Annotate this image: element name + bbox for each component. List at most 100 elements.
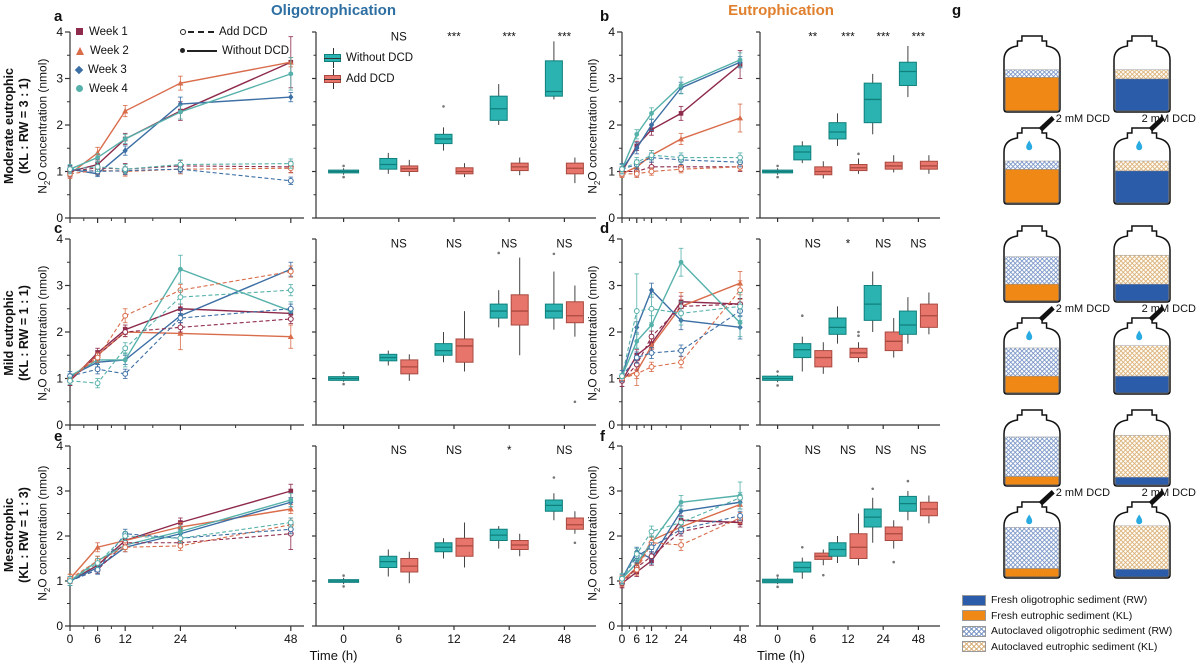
boxplot-legend: Without DCD Add DCD xyxy=(324,48,413,89)
legend-box-add-dcd: Add DCD xyxy=(324,69,413,89)
svg-text:2 mM DCD: 2 mM DCD xyxy=(1056,303,1110,315)
svg-text:3: 3 xyxy=(608,484,615,498)
svg-text:NS: NS xyxy=(446,238,462,250)
legend-autoclaved-eutrophic: Autoclaved eutrophic sediment (KL) xyxy=(962,641,1172,653)
svg-text:NS: NS xyxy=(446,445,462,457)
panel-e-box-plot: 0 6 12 24 48 NS NS * NS xyxy=(308,440,598,652)
fresh-oligotrophic-swatch xyxy=(962,594,986,606)
svg-text:NS: NS xyxy=(391,445,407,457)
svg-text:2: 2 xyxy=(608,529,615,543)
svg-text:2 mM DCD: 2 mM DCD xyxy=(1142,303,1196,315)
bottles-svg: 2 mM DCD 2 mM DCD 2 mM DCD 2 mM DCD 2 mM DCD… xyxy=(1003,35,1196,579)
svg-text:***: *** xyxy=(912,31,926,43)
svg-text:NS: NS xyxy=(875,445,891,457)
c-line-svg: 0 1 2 3 4 xyxy=(56,233,304,432)
svg-text:1: 1 xyxy=(608,574,615,588)
sediment-legend: Fresh oligotrophic sediment (RW) Fresh e… xyxy=(962,594,1172,653)
svg-text:NS: NS xyxy=(501,238,517,250)
panel-e-line-chart: 0 1 2 3 4 0 6 12 24 48 xyxy=(44,440,306,652)
svg-text:1: 1 xyxy=(608,372,615,386)
svg-text:***: *** xyxy=(558,31,572,43)
svg-text:48: 48 xyxy=(284,632,298,646)
svg-text:NS: NS xyxy=(391,238,407,250)
svg-text:48: 48 xyxy=(733,632,747,646)
autoclaved-eutrophic-swatch xyxy=(962,641,986,652)
panel-letter-c: c xyxy=(54,220,63,237)
panel-b-line-chart: 0 1 2 3 4 xyxy=(596,26,751,226)
panel-d-line-chart: 0 1 2 3 4 xyxy=(596,233,751,433)
svg-text:1: 1 xyxy=(56,574,63,588)
svg-text:3: 3 xyxy=(56,484,63,498)
title-oligotrophication: Oligotrophication xyxy=(271,2,396,19)
fresh-eutrophic-swatch xyxy=(962,610,986,621)
b-box-svg: ** *** *** *** xyxy=(756,31,940,222)
svg-text:NS: NS xyxy=(805,445,821,457)
svg-text:***: *** xyxy=(841,31,855,43)
title-eutrophication: Eutrophication xyxy=(728,2,834,19)
legend-fresh-eutrophic: Fresh eutrophic sediment (KL) xyxy=(962,610,1172,622)
row-label-moderate-eutrophic: Moderate eutrophic (KL : RW = 3 : 1) xyxy=(2,68,31,184)
svg-text:4: 4 xyxy=(608,440,615,453)
svg-text:0: 0 xyxy=(340,632,347,646)
svg-text:2 mM DCD: 2 mM DCD xyxy=(1056,487,1110,499)
legend-fresh-oligotrophic: Fresh oligotrophic sediment (RW) xyxy=(962,594,1172,606)
week-legend: Week 1 Week 2 Week 3 Week 4 Add DCD With… xyxy=(74,22,289,98)
svg-text:2: 2 xyxy=(56,118,63,132)
legend-without-dcd: Without DCD xyxy=(180,41,289,60)
panel-letter-g: g xyxy=(952,2,962,19)
legend-add-dcd: Add DCD xyxy=(180,22,289,41)
svg-text:12: 12 xyxy=(447,632,461,646)
svg-text:24: 24 xyxy=(174,632,188,646)
legend-week3: Week 3 xyxy=(74,60,180,79)
svg-text:4: 4 xyxy=(56,26,63,39)
panel-letter-e: e xyxy=(54,428,63,445)
legend-week1: Week 1 xyxy=(76,22,180,41)
svg-text:4: 4 xyxy=(608,26,615,39)
svg-text:2: 2 xyxy=(608,118,615,132)
panel-d-box-plot: NS * NS NS xyxy=(752,233,942,433)
svg-text:24: 24 xyxy=(503,632,517,646)
svg-text:0: 0 xyxy=(608,619,615,633)
x-axis-label-left: Time (h) xyxy=(309,648,358,663)
svg-text:12: 12 xyxy=(119,632,133,646)
svg-text:6: 6 xyxy=(395,632,402,646)
svg-text:2 mM DCD: 2 mM DCD xyxy=(1056,113,1110,125)
svg-text:2: 2 xyxy=(56,529,63,543)
svg-text:24: 24 xyxy=(877,632,891,646)
row-label-mesotrophic: Mesotrophic (KL : RW = 1 : 3) xyxy=(2,487,32,583)
panel-a-box-plot: NS *** *** *** xyxy=(308,26,598,226)
svg-text:0: 0 xyxy=(774,632,781,646)
svg-text:12: 12 xyxy=(645,632,659,646)
solid-line-icon xyxy=(180,48,217,53)
row-label-mild-eutrophic: Mild eutrophic (KL : RW = 1 : 1) xyxy=(2,285,32,381)
svg-text:***: *** xyxy=(502,31,516,43)
panel-letter-f: f xyxy=(600,428,605,445)
svg-text:3: 3 xyxy=(56,279,63,293)
panel-letter-d: d xyxy=(600,220,610,237)
legend-autoclaved-oligotrophic: Autoclaved oligotrophic sediment (RW) xyxy=(962,625,1172,637)
panel-c-line-chart: 0 1 2 3 4 xyxy=(44,233,306,433)
svg-text:2: 2 xyxy=(56,325,63,339)
svg-text:NS: NS xyxy=(875,238,891,250)
svg-text:NS: NS xyxy=(556,238,572,250)
week1-marker-icon xyxy=(76,28,83,35)
svg-text:2 mM DCD: 2 mM DCD xyxy=(1142,487,1196,499)
svg-text:1: 1 xyxy=(56,372,63,386)
svg-text:0: 0 xyxy=(608,211,615,225)
svg-text:4: 4 xyxy=(56,233,63,246)
svg-text:48: 48 xyxy=(912,632,926,646)
a-box-svg: NS *** *** *** xyxy=(312,31,596,222)
dashed-line-icon xyxy=(180,28,214,35)
svg-text:3: 3 xyxy=(608,279,615,293)
panel-letter-b: b xyxy=(600,8,610,25)
legend-week2: Week 2 xyxy=(76,41,180,60)
d-box-svg: NS * NS NS xyxy=(756,238,940,429)
svg-text:NS: NS xyxy=(910,238,926,250)
svg-text:12: 12 xyxy=(841,632,855,646)
legend-week4: Week 4 xyxy=(76,79,180,98)
panel-f-box-plot: 0 6 12 24 48 NS NS NS NS xyxy=(752,440,942,652)
panel-c-box-plot: NS NS NS NS xyxy=(308,233,598,433)
